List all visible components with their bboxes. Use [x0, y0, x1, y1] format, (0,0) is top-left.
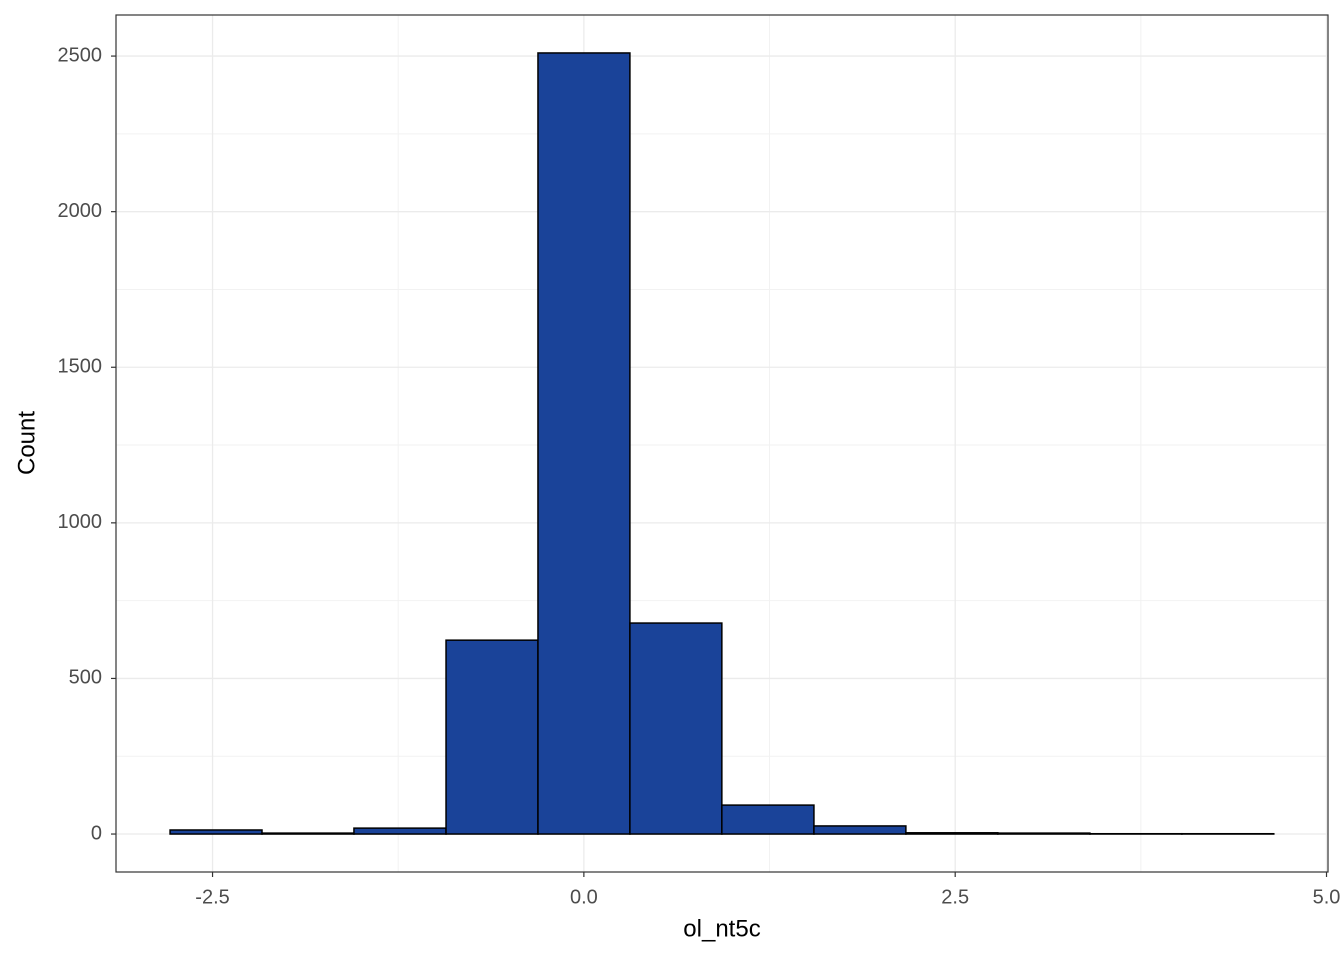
y-tick-label: 2000 — [58, 200, 103, 222]
y-tick-label: 500 — [69, 667, 102, 689]
bar — [537, 52, 631, 835]
x-tick-label: -2.5 — [195, 886, 229, 908]
panel-border — [115, 14, 1329, 873]
y-tick-label: 2500 — [58, 44, 103, 66]
x-tick-label: 5.0 — [1313, 886, 1341, 908]
bar — [261, 832, 355, 835]
bars — [169, 52, 1275, 835]
y-tick-label: 0 — [91, 822, 102, 844]
bar — [721, 804, 815, 835]
bar — [445, 639, 539, 835]
bar — [813, 825, 907, 835]
bar — [169, 829, 263, 835]
y-axis-title: Count — [13, 411, 40, 475]
bar — [353, 827, 447, 835]
x-tick-label: 2.5 — [941, 886, 969, 908]
bar — [629, 622, 723, 835]
bar — [997, 832, 1091, 835]
y-tick-label: 1000 — [58, 511, 103, 533]
bar — [905, 832, 999, 835]
y-tick-label: 1500 — [58, 356, 103, 378]
x-axis-title: ol_nt5c — [683, 915, 760, 942]
x-tick-label: 0.0 — [570, 886, 598, 908]
